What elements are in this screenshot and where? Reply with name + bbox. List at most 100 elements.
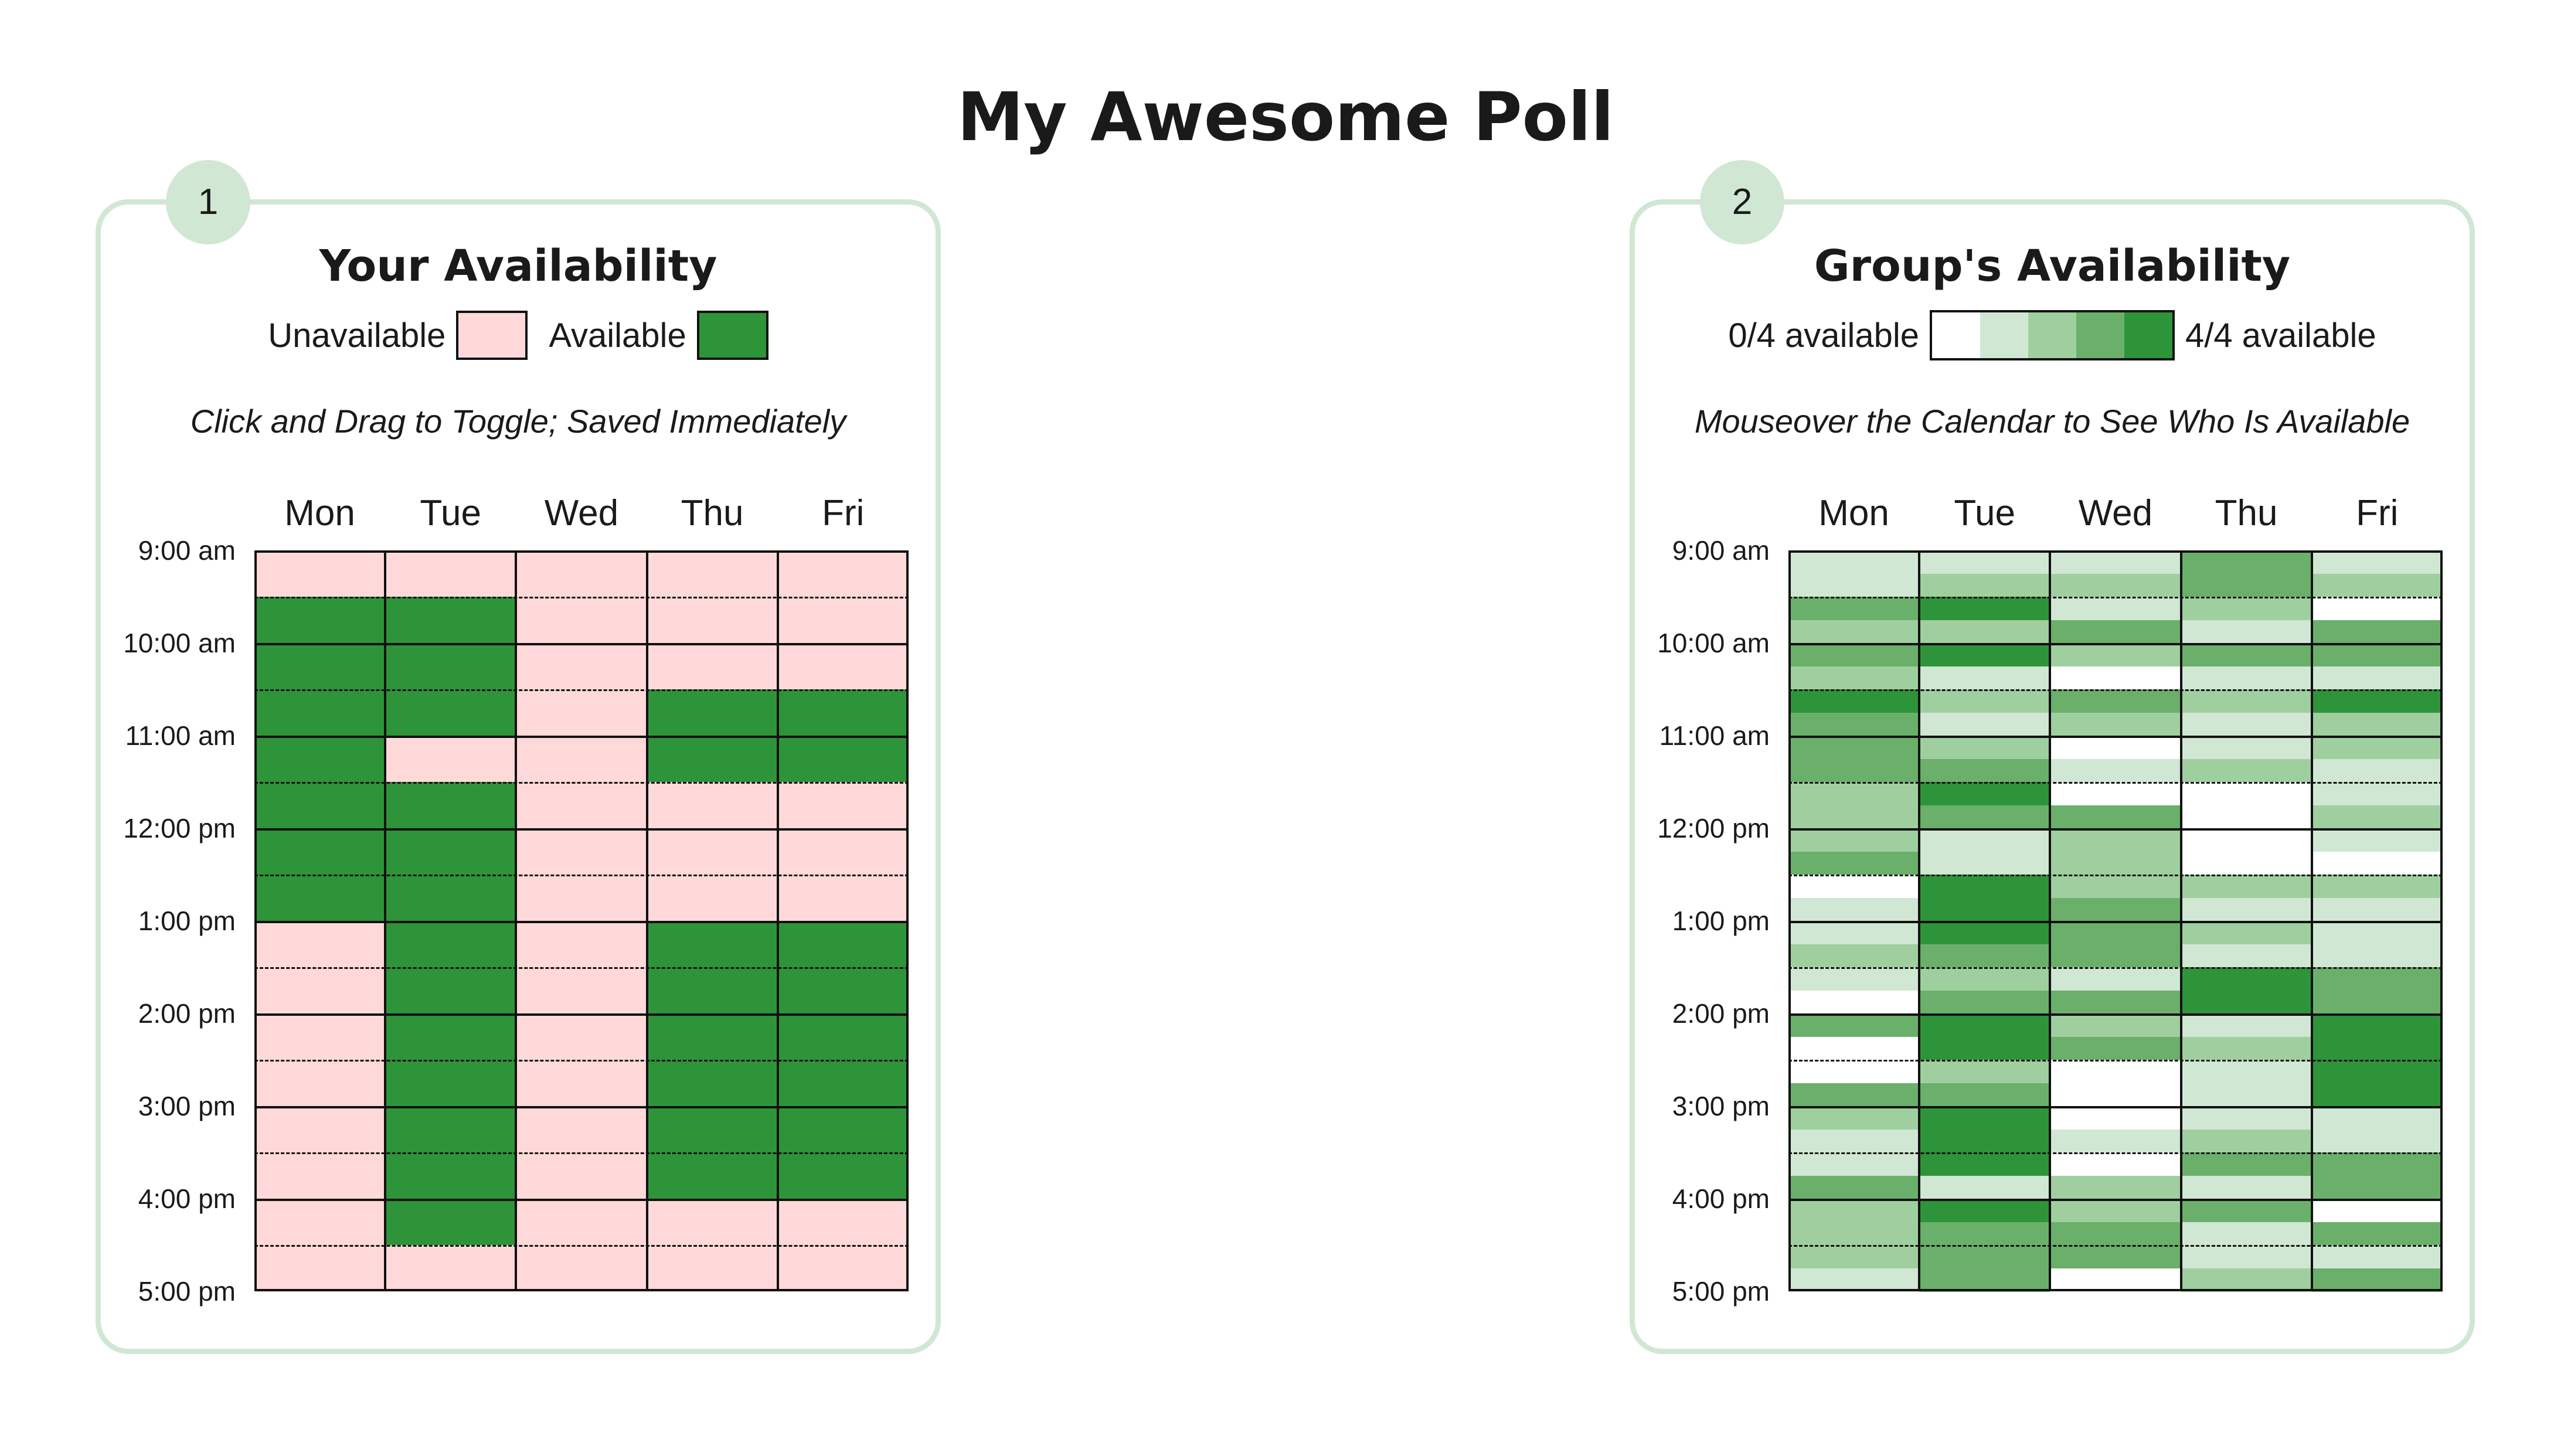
time-slot[interactable] xyxy=(647,1129,778,1153)
time-slot[interactable] xyxy=(516,666,647,690)
time-slot[interactable] xyxy=(777,1268,909,1292)
time-slot[interactable] xyxy=(516,897,647,921)
time-slot[interactable] xyxy=(1919,1175,2050,1199)
time-slot[interactable] xyxy=(385,921,516,945)
time-slot[interactable] xyxy=(516,967,647,991)
time-slot[interactable] xyxy=(516,944,647,968)
time-slot[interactable] xyxy=(516,758,647,783)
time-slot[interactable] xyxy=(1788,1175,1919,1199)
time-slot[interactable] xyxy=(2311,620,2443,644)
time-slot[interactable] xyxy=(1788,712,1919,736)
time-slot[interactable] xyxy=(2181,782,2312,806)
time-slot[interactable] xyxy=(647,620,778,644)
time-slot[interactable] xyxy=(1919,1060,2050,1084)
time-slot[interactable] xyxy=(2311,921,2443,945)
time-slot[interactable] xyxy=(516,689,647,713)
time-slot[interactable] xyxy=(2181,1245,2312,1269)
time-slot[interactable] xyxy=(2311,712,2443,736)
time-slot[interactable] xyxy=(1788,1129,1919,1153)
time-slot[interactable] xyxy=(2311,1152,2443,1176)
time-slot[interactable] xyxy=(516,805,647,829)
time-slot[interactable] xyxy=(385,689,516,713)
time-slot[interactable] xyxy=(516,597,647,621)
time-slot[interactable] xyxy=(2050,1013,2181,1037)
time-slot[interactable] xyxy=(1919,828,2050,852)
time-slot[interactable] xyxy=(777,921,909,945)
time-slot[interactable] xyxy=(2311,851,2443,875)
time-slot[interactable] xyxy=(2181,1268,2312,1292)
time-slot[interactable] xyxy=(777,1175,909,1199)
time-slot[interactable] xyxy=(647,851,778,875)
time-slot[interactable] xyxy=(2050,1106,2181,1130)
time-slot[interactable] xyxy=(2181,1106,2312,1130)
time-slot[interactable] xyxy=(516,550,647,574)
time-slot[interactable] xyxy=(1788,736,1919,760)
time-slot[interactable] xyxy=(1919,875,2050,899)
time-slot[interactable] xyxy=(2181,1036,2312,1060)
time-slot[interactable] xyxy=(385,944,516,968)
time-slot[interactable] xyxy=(254,805,385,829)
time-slot[interactable] xyxy=(1788,1222,1919,1246)
time-slot[interactable] xyxy=(777,805,909,829)
time-slot[interactable] xyxy=(1788,897,1919,921)
time-slot[interactable] xyxy=(385,967,516,991)
time-slot[interactable] xyxy=(777,782,909,806)
time-slot[interactable] xyxy=(1919,782,2050,806)
time-slot[interactable] xyxy=(2050,782,2181,806)
time-slot[interactable] xyxy=(647,1152,778,1176)
time-slot[interactable] xyxy=(2311,758,2443,783)
time-slot[interactable] xyxy=(516,1013,647,1037)
time-slot[interactable] xyxy=(1788,1036,1919,1060)
time-slot[interactable] xyxy=(2311,689,2443,713)
time-slot[interactable] xyxy=(1919,689,2050,713)
time-slot[interactable] xyxy=(516,851,647,875)
time-slot[interactable] xyxy=(516,782,647,806)
time-slot[interactable] xyxy=(1788,689,1919,713)
time-slot[interactable] xyxy=(516,1106,647,1130)
time-slot[interactable] xyxy=(516,1083,647,1107)
time-slot[interactable] xyxy=(777,643,909,667)
time-slot[interactable] xyxy=(2181,1083,2312,1107)
time-slot[interactable] xyxy=(254,1199,385,1223)
time-slot[interactable] xyxy=(1919,550,2050,574)
time-slot[interactable] xyxy=(1788,967,1919,991)
time-slot[interactable] xyxy=(647,573,778,597)
time-slot[interactable] xyxy=(254,712,385,736)
time-slot[interactable] xyxy=(1788,550,1919,574)
time-slot[interactable] xyxy=(1919,851,2050,875)
time-slot[interactable] xyxy=(1788,573,1919,597)
time-slot[interactable] xyxy=(2050,851,2181,875)
time-slot[interactable] xyxy=(2311,944,2443,968)
time-slot[interactable] xyxy=(516,990,647,1014)
time-slot[interactable] xyxy=(2050,1175,2181,1199)
time-slot[interactable] xyxy=(385,990,516,1014)
time-slot[interactable] xyxy=(777,1245,909,1269)
time-slot[interactable] xyxy=(516,1245,647,1269)
time-slot[interactable] xyxy=(2181,1129,2312,1153)
time-slot[interactable] xyxy=(1788,1245,1919,1269)
time-slot[interactable] xyxy=(1788,1083,1919,1107)
time-slot[interactable] xyxy=(647,897,778,921)
time-slot[interactable] xyxy=(2181,967,2312,991)
time-slot[interactable] xyxy=(777,851,909,875)
time-slot[interactable] xyxy=(1919,597,2050,621)
time-slot[interactable] xyxy=(385,828,516,852)
time-slot[interactable] xyxy=(777,666,909,690)
time-slot[interactable] xyxy=(516,643,647,667)
time-slot[interactable] xyxy=(2050,758,2181,783)
time-slot[interactable] xyxy=(777,1222,909,1246)
time-slot[interactable] xyxy=(647,736,778,760)
time-slot[interactable] xyxy=(1788,1268,1919,1292)
time-slot[interactable] xyxy=(2181,550,2312,574)
time-slot[interactable] xyxy=(385,875,516,899)
time-slot[interactable] xyxy=(777,689,909,713)
time-slot[interactable] xyxy=(2311,1199,2443,1223)
time-slot[interactable] xyxy=(254,875,385,899)
time-slot[interactable] xyxy=(2050,990,2181,1014)
time-slot[interactable] xyxy=(1788,666,1919,690)
time-slot[interactable] xyxy=(1919,1199,2050,1223)
time-slot[interactable] xyxy=(647,666,778,690)
time-slot[interactable] xyxy=(385,1152,516,1176)
time-slot[interactable] xyxy=(516,828,647,852)
time-slot[interactable] xyxy=(385,897,516,921)
